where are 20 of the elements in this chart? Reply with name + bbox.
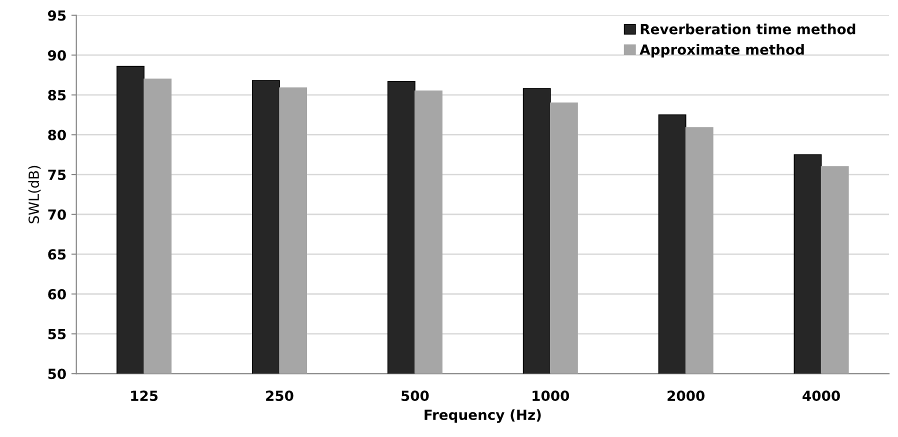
x-tick-label: 250 bbox=[266, 390, 294, 402]
legend-label: Reverberation time method bbox=[640, 24, 856, 34]
y-tick-label: 65 bbox=[48, 249, 66, 260]
x-tick-label: 500 bbox=[402, 390, 429, 402]
x-tick-label: 125 bbox=[131, 390, 158, 402]
y-tick-label: 75 bbox=[48, 170, 66, 180]
y-tick-label: 90 bbox=[48, 50, 66, 61]
x-tick-label: 1000 bbox=[532, 390, 570, 402]
y-tick-label: 85 bbox=[48, 90, 66, 100]
y-tick-label: 50 bbox=[48, 368, 66, 380]
y-tick-label: 55 bbox=[48, 328, 66, 340]
y-tick-label: 80 bbox=[48, 130, 66, 140]
x-axis-title: Frequency (Hz) bbox=[424, 409, 541, 423]
y-axis-title: SWL(dB) bbox=[28, 166, 41, 224]
y-tick-label: 70 bbox=[48, 209, 66, 220]
y-tick-label: 60 bbox=[48, 288, 66, 300]
legend-label: Approximate method bbox=[640, 44, 804, 58]
x-tick-label: 4000 bbox=[802, 390, 840, 402]
y-tick-label: 95 bbox=[48, 10, 66, 21]
x-tick-label: 2000 bbox=[668, 390, 705, 402]
